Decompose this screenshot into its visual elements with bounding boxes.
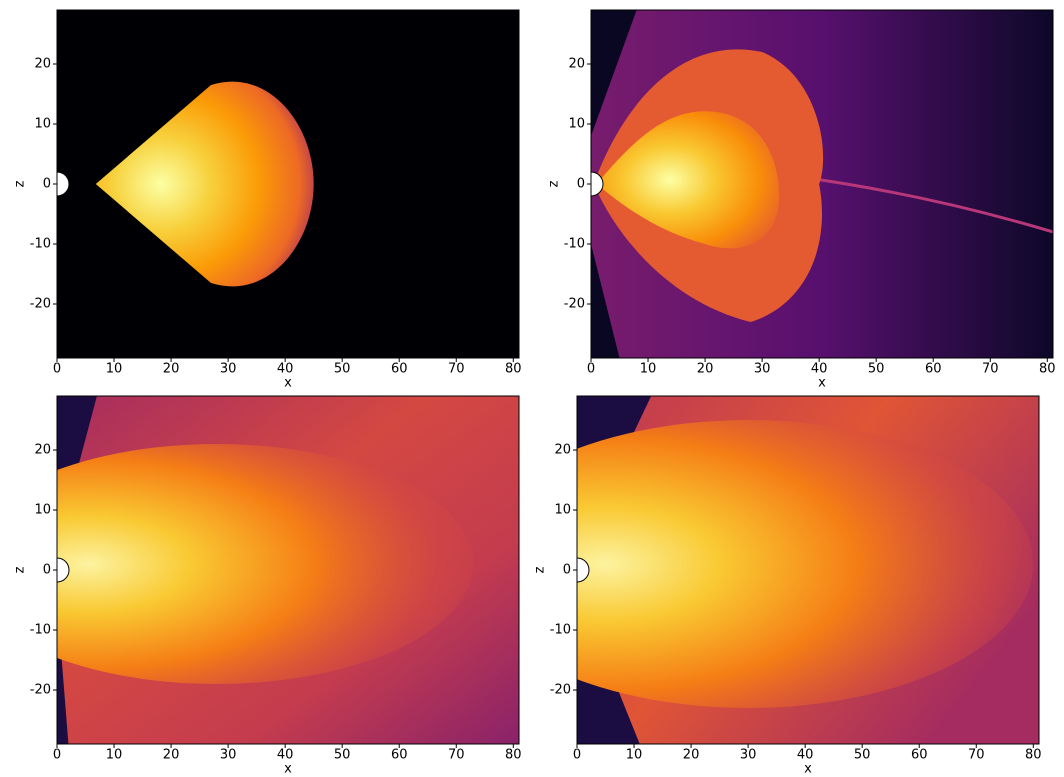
x-tick-label: 20 bbox=[163, 362, 180, 377]
y-tick-label: 10 bbox=[34, 117, 51, 132]
image bbox=[45, 10, 519, 358]
x-tick-label: 70 bbox=[968, 748, 985, 763]
x-tick-label: 10 bbox=[106, 362, 123, 377]
x-tick-label: 0 bbox=[53, 362, 61, 377]
y-tick-label: 20 bbox=[34, 57, 51, 72]
x-tick-label: 80 bbox=[505, 362, 522, 377]
figure: 0 10 20 30 40 50 60 70 80 -20 -10 0 10 20 x z 0 10 20 30 40 5… bbox=[0, 0, 1064, 773]
y-tick-label: 0 bbox=[577, 177, 585, 192]
x-tick-label: 70 bbox=[982, 362, 999, 377]
y-tick-label: 0 bbox=[43, 177, 51, 192]
x-tick-label: 30 bbox=[220, 748, 237, 763]
x-tick-label: 30 bbox=[754, 362, 771, 377]
y-tick-label: -20 bbox=[30, 683, 51, 698]
x-tick-label: 60 bbox=[391, 748, 408, 763]
panel: 0 10 20 30 40 50 60 70 80 -20 -10 0 10 20 x z bbox=[0, 396, 522, 773]
y-tick-label: 10 bbox=[554, 503, 571, 518]
y-axis-label: z bbox=[533, 566, 548, 573]
y-tick-label: 0 bbox=[43, 563, 51, 578]
y-tick-label: 10 bbox=[568, 117, 585, 132]
x-tick-label: 80 bbox=[505, 748, 522, 763]
y-tick-label: -20 bbox=[550, 683, 571, 698]
panel: 0 10 20 30 40 50 60 70 80 -20 -10 0 10 20 x z bbox=[547, 10, 1056, 391]
x-tick-label: 70 bbox=[448, 748, 465, 763]
y-tick-label: -10 bbox=[30, 623, 51, 638]
x-tick-label: 40 bbox=[277, 362, 294, 377]
y-tick-label: 0 bbox=[563, 563, 571, 578]
x-axis-label: x bbox=[284, 762, 292, 774]
y-tick-label: -10 bbox=[564, 237, 585, 252]
x-tick-label: 30 bbox=[740, 748, 757, 763]
x-tick-label: 70 bbox=[448, 362, 465, 377]
x-axis-label: x bbox=[284, 376, 292, 391]
y-tick-label: 20 bbox=[568, 57, 585, 72]
x-tick-label: 60 bbox=[391, 362, 408, 377]
y-tick-label: -10 bbox=[550, 623, 571, 638]
y-tick-label: 20 bbox=[554, 443, 571, 458]
x-tick-label: 60 bbox=[925, 362, 942, 377]
x-tick-label: 10 bbox=[626, 748, 643, 763]
panel: 0 10 20 30 40 50 60 70 80 -20 -10 0 10 20 x z bbox=[463, 396, 1042, 773]
x-tick-label: 40 bbox=[797, 748, 814, 763]
y-tick-label: 20 bbox=[34, 443, 51, 458]
x-tick-label: 0 bbox=[573, 748, 581, 763]
y-axis-label: z bbox=[13, 566, 28, 573]
x-tick-label: 0 bbox=[53, 748, 61, 763]
x-tick-label: 80 bbox=[1025, 748, 1042, 763]
y-axis-label: z bbox=[547, 180, 562, 187]
x-tick-label: 60 bbox=[911, 748, 928, 763]
y-tick-label: -20 bbox=[564, 297, 585, 312]
x-tick-label: 10 bbox=[106, 748, 123, 763]
image bbox=[579, 10, 1053, 358]
x-tick-label: 20 bbox=[163, 748, 180, 763]
x-tick-label: 40 bbox=[811, 362, 828, 377]
x-axis-label: x bbox=[818, 376, 826, 391]
plume bbox=[463, 420, 1033, 708]
x-tick-label: 50 bbox=[868, 362, 885, 377]
x-tick-label: 80 bbox=[1039, 362, 1056, 377]
x-tick-label: 40 bbox=[277, 748, 294, 763]
x-tick-label: 20 bbox=[683, 748, 700, 763]
x-tick-label: 20 bbox=[697, 362, 714, 377]
y-axis-label: z bbox=[13, 180, 28, 187]
x-tick-label: 10 bbox=[640, 362, 657, 377]
image bbox=[0, 396, 519, 744]
panel: 0 10 20 30 40 50 60 70 80 -20 -10 0 10 20 x z bbox=[13, 10, 522, 391]
x-tick-label: 50 bbox=[854, 748, 871, 763]
x-tick-label: 50 bbox=[334, 748, 351, 763]
y-tick-label: -10 bbox=[30, 237, 51, 252]
x-tick-label: 0 bbox=[587, 362, 595, 377]
x-tick-label: 30 bbox=[220, 362, 237, 377]
y-tick-label: 10 bbox=[34, 503, 51, 518]
x-axis-label: x bbox=[804, 762, 812, 774]
y-tick-label: -20 bbox=[30, 297, 51, 312]
x-tick-label: 50 bbox=[334, 362, 351, 377]
